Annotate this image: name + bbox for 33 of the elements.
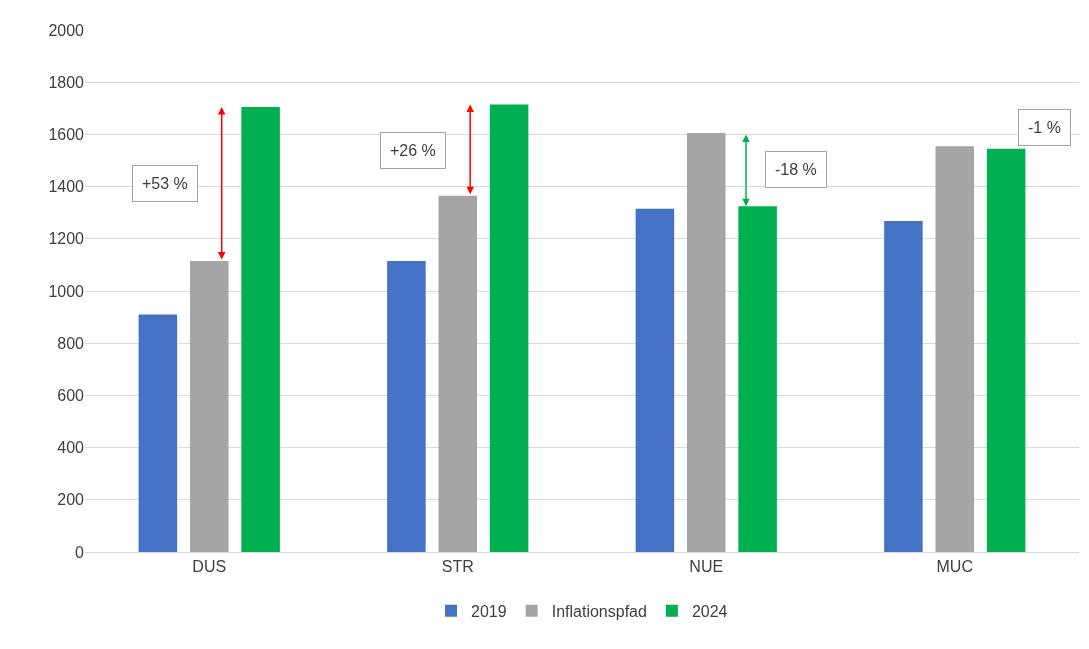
bar — [935, 146, 975, 552]
x-tick-label: NUE — [689, 558, 724, 576]
legend-label: Inflationspfad — [551, 602, 647, 620]
bar — [387, 260, 426, 552]
bar — [986, 148, 1026, 552]
bar — [686, 133, 726, 552]
bar — [884, 221, 923, 552]
y-tick-label: 1600 — [48, 126, 85, 143]
x-tick-label: MUC — [936, 558, 973, 576]
bar — [489, 104, 529, 552]
bar — [635, 208, 675, 552]
legend-label: 2019 — [471, 602, 507, 620]
y-tick-label: 0 — [75, 543, 85, 561]
y-tick-label: 200 — [57, 491, 85, 509]
x-tick-label: DUS — [192, 558, 227, 576]
y-tick-label: 1000 — [48, 282, 85, 300]
y-tick-label: 1800 — [48, 73, 85, 91]
y-tick-label: 400 — [57, 439, 85, 457]
annotation: +26 % — [390, 142, 436, 159]
annotation: -1 % — [1028, 119, 1061, 136]
bar — [138, 314, 178, 552]
x-tick-label: STR — [441, 558, 474, 576]
y-tick-label: 600 — [57, 387, 85, 404]
y-tick-label: 1400 — [48, 178, 85, 196]
annotation: -18 % — [775, 161, 817, 178]
bar — [438, 195, 478, 552]
bar — [189, 260, 229, 552]
bar — [241, 107, 280, 552]
legend-label: 2024 — [691, 602, 728, 620]
y-tick-label: 2000 — [48, 21, 85, 39]
y-tick-label: 1200 — [48, 230, 85, 248]
annotation: +53 % — [142, 175, 188, 192]
y-tick-label: 800 — [57, 334, 85, 352]
